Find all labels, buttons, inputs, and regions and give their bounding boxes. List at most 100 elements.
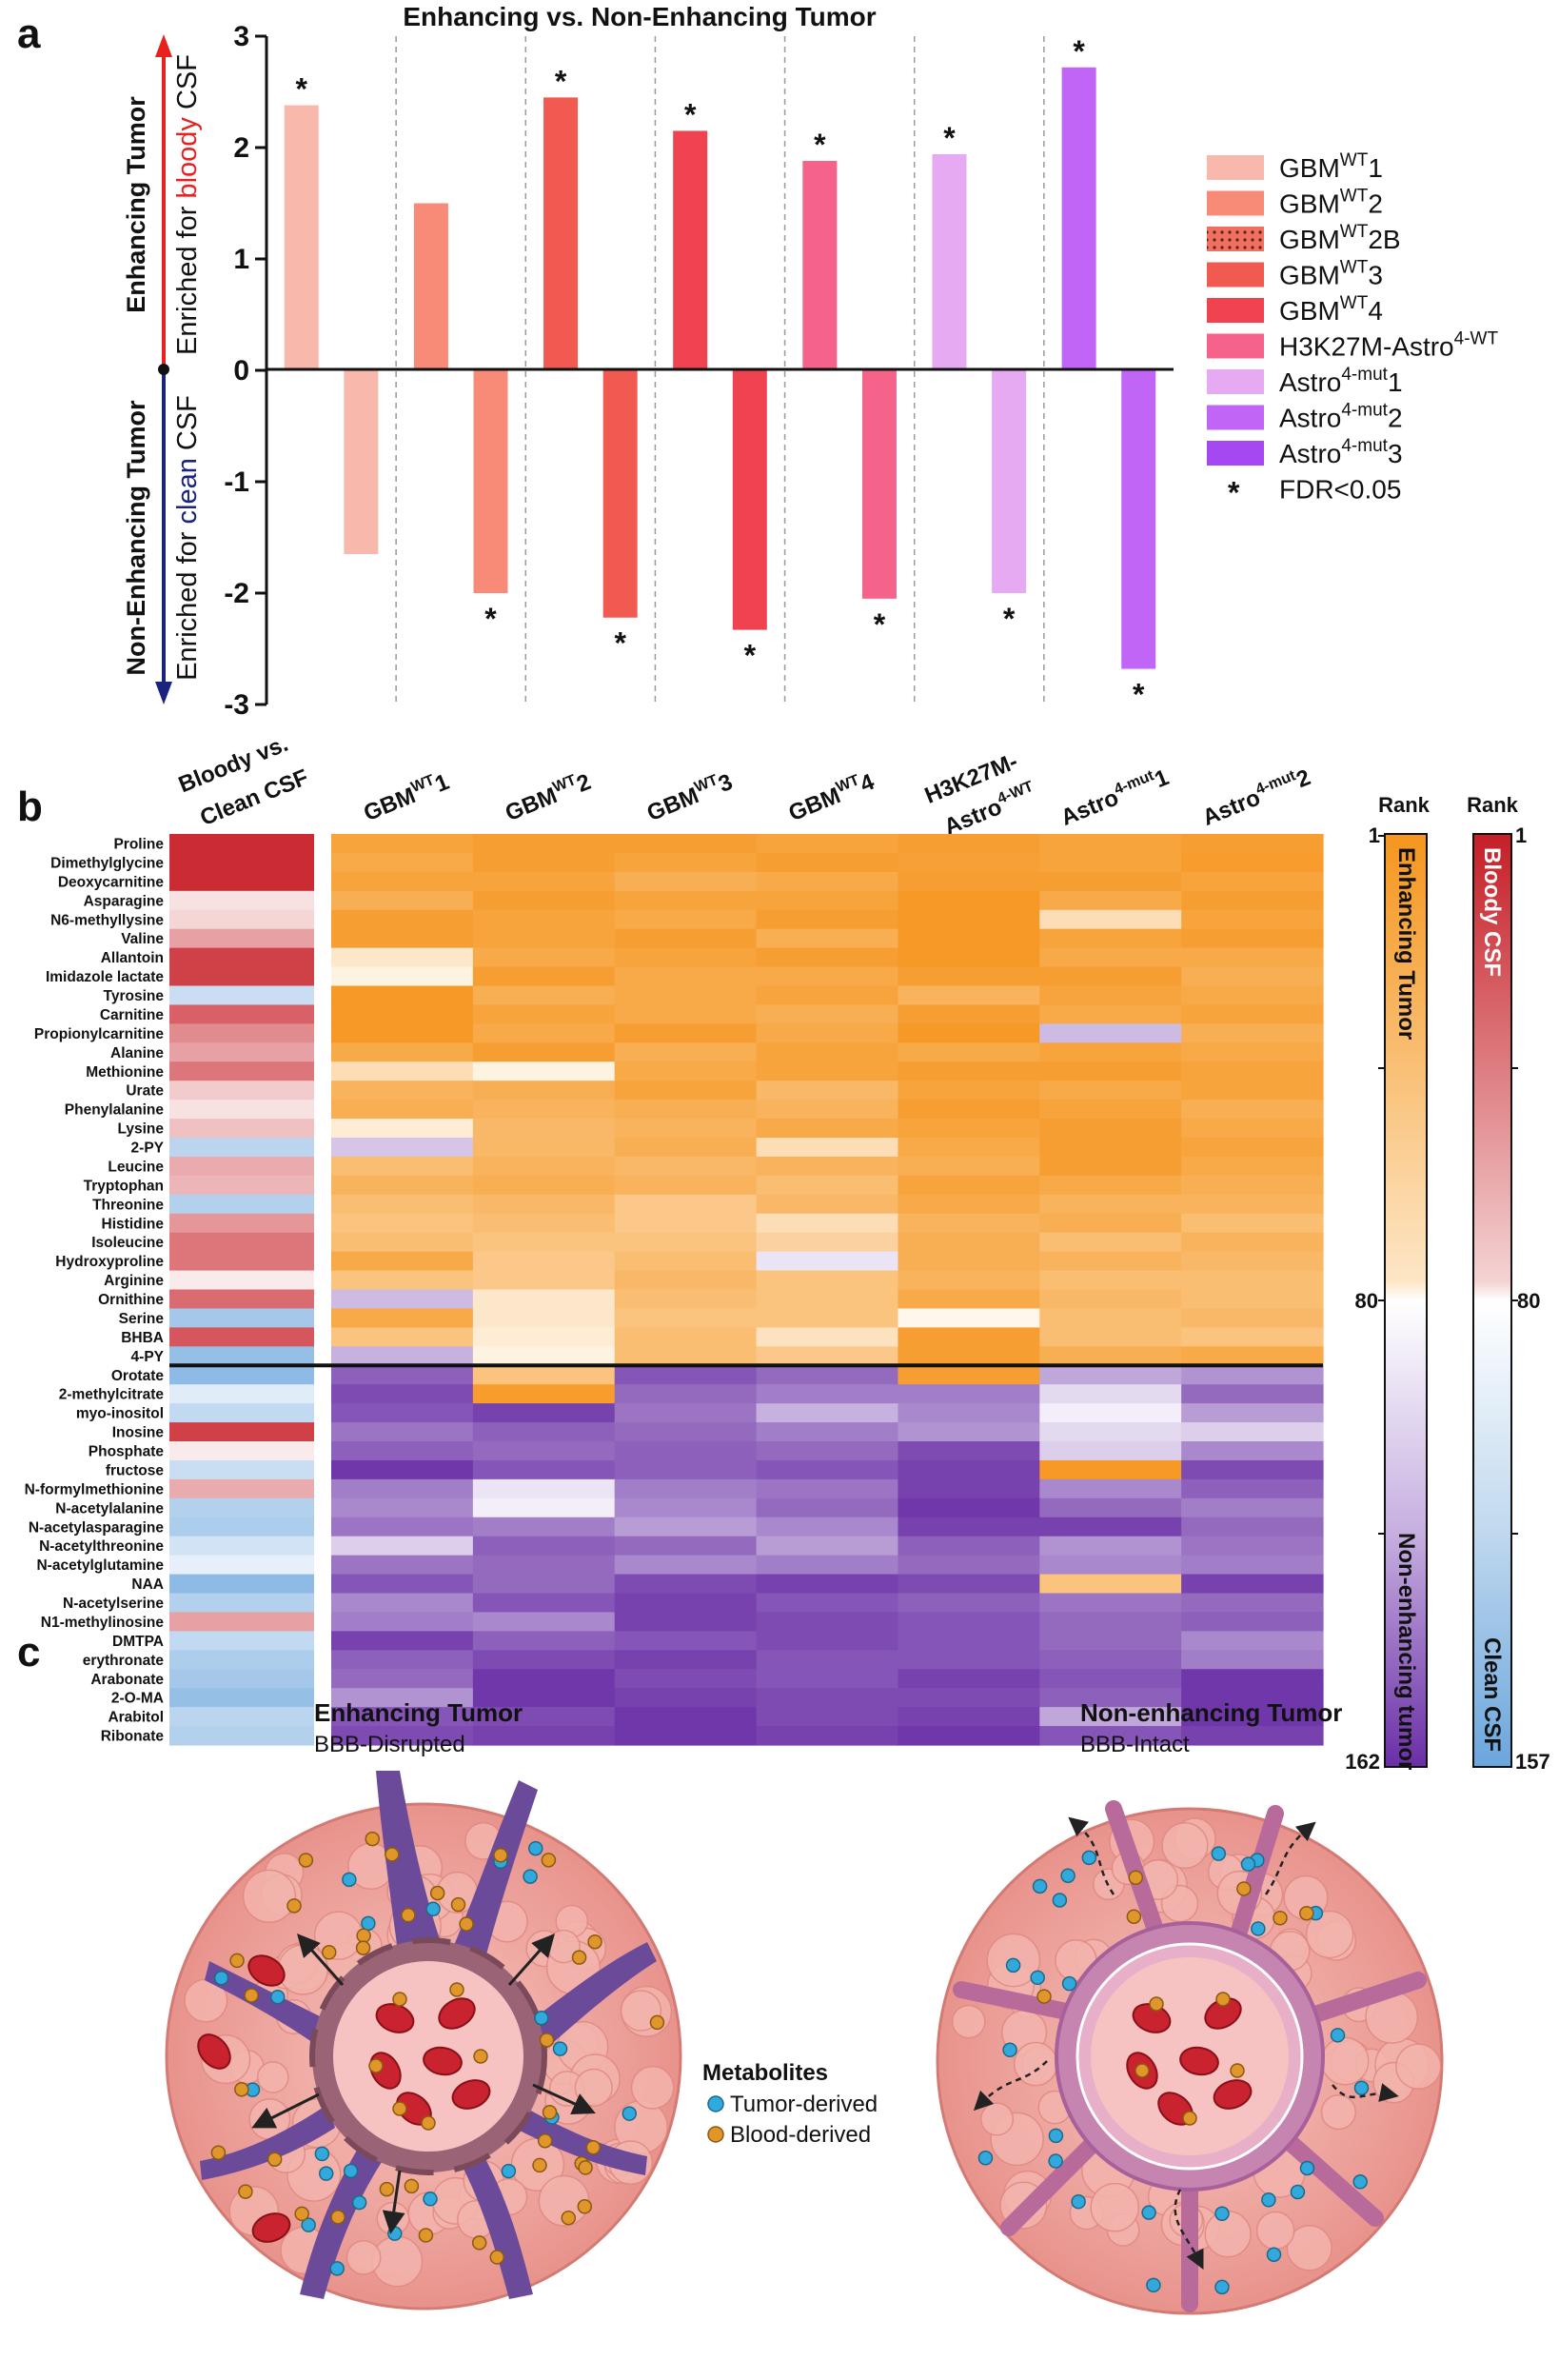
right-vessel-6 (1281, 2133, 1384, 2227)
red-blood-cell (438, 1997, 476, 2030)
csf-cell (169, 1422, 314, 1442)
heat-cell (1181, 1213, 1324, 1234)
row-label: Ribonate (101, 1729, 165, 1745)
column-header: Astro4-mut1 (1056, 763, 1173, 831)
tumor-derived-metabolite (1353, 2080, 1370, 2096)
tumor-cell (256, 2061, 289, 2093)
heatmap-row-labels: Proline Dimethylglycine Deoxycarnitine Aspa… (25, 837, 165, 1745)
blood-derived-metabolite (541, 1853, 557, 1868)
bar (473, 370, 508, 593)
red-blood-cell (423, 2046, 463, 2076)
heat-cell (472, 985, 616, 1006)
legend-label-base: GBM (1279, 153, 1340, 183)
scale-enh-label-bottom: Non-enhancing tumor (1393, 1533, 1419, 1770)
heat-cell (1181, 985, 1324, 1006)
heat-cell (1039, 1100, 1182, 1120)
blood-derived-metabolite (1135, 2063, 1150, 2078)
heat-cell (1039, 1042, 1182, 1062)
heat-cell (756, 852, 899, 873)
tumor-derived-metabolite (1005, 1957, 1021, 1973)
legend-swatch (1207, 298, 1264, 323)
heat-cell (1181, 1270, 1324, 1291)
tumor-derived-metabolite (1290, 2184, 1306, 2200)
tumor-derived-metabolite (977, 2151, 994, 2166)
legend-label: GBMWT1 (1279, 150, 1383, 183)
heat-cell (1181, 1327, 1324, 1347)
row-label: BHBA (121, 1330, 164, 1346)
left-arrow-4 (532, 2083, 596, 2114)
heat-cell (756, 1650, 899, 1670)
heat-cell (614, 871, 758, 892)
heat-cell (1181, 947, 1324, 968)
heat-cell (614, 1459, 758, 1480)
row-label: Valine (121, 931, 164, 947)
csf-cell (169, 890, 314, 911)
row-label: Histidine (102, 1216, 165, 1232)
row-label: Alanine (110, 1045, 164, 1061)
heat-cell (331, 1119, 474, 1139)
tumor-cell (979, 2102, 1015, 2136)
heat-cell (756, 1346, 899, 1366)
heat-cell (1039, 1650, 1182, 1670)
heat-cell (898, 1004, 1040, 1024)
heat-cell (614, 1194, 758, 1215)
bar-chart-title: Enhancing vs. Non-Enhancing Tumor (403, 2, 876, 31)
row-label: N-acetylthreonine (39, 1538, 164, 1555)
tumor-derived-metabolite (1048, 2128, 1064, 2144)
enhancing-tumor-illustration (165, 1771, 682, 2311)
heat-cell (756, 966, 899, 987)
legend-label-suffix: 4 (1368, 296, 1383, 326)
y-tick-label: 2 (233, 132, 249, 164)
legend-label-sup: WT (1340, 258, 1369, 278)
heat-cell (1181, 852, 1324, 873)
red-blood-cell (247, 1954, 286, 1987)
heatmap: Bloody vs. Clean CSF GBMWT1 GBMWT2 GBMWT3 G… (25, 731, 1550, 1774)
heat-cell (331, 1327, 474, 1347)
tumor-derived-metabolite (1214, 2206, 1230, 2222)
heat-cell (331, 852, 474, 873)
row-label: N-acetylasparagine (29, 1519, 165, 1536)
legend-swatch (1207, 333, 1264, 359)
significance-star: * (484, 602, 497, 636)
heat-cell (756, 1061, 899, 1081)
bar (602, 370, 638, 618)
right-vessel-5 (1000, 2133, 1103, 2236)
heat-cell (614, 1517, 758, 1537)
tumor-derived-metabolite (1002, 2042, 1017, 2058)
red-blood-cell (1179, 2046, 1219, 2076)
legend-label-sup: WT (1340, 293, 1369, 313)
heat-cell (1039, 1346, 1182, 1366)
heatmap-cells (331, 834, 1324, 1746)
blood-derived-metabolite (234, 2081, 249, 2097)
csf-cell (169, 852, 314, 873)
heat-cell (898, 1156, 1040, 1177)
illustration: Enhancing Tumor BBB-Disrupted Non-enhanc… (165, 1698, 1444, 2315)
significance-star: * (555, 64, 567, 98)
heat-cell (472, 1308, 616, 1328)
heat-cell (898, 1023, 1040, 1043)
heat-cell (331, 1138, 474, 1158)
heat-cell (331, 890, 474, 911)
heat-cell (898, 1175, 1040, 1196)
row-label: Propionylcarnitine (34, 1026, 164, 1042)
heat-cell (331, 1023, 474, 1043)
csf-cell (169, 1707, 314, 1727)
heat-cell (1039, 1232, 1182, 1253)
tumor-derived-metabolite (1060, 1868, 1076, 1883)
legend-swatch (1207, 369, 1264, 394)
y-axis (265, 36, 1174, 704)
legend-label-suffix: 2 (1388, 404, 1403, 433)
csf-cell (169, 1536, 314, 1557)
heat-cell (472, 1631, 616, 1651)
heat-cell (1039, 852, 1182, 873)
heat-cell (756, 1175, 899, 1196)
heat-cell (1181, 1497, 1324, 1518)
heat-cell (898, 890, 1040, 911)
legend-label-suffix: 3 (1388, 439, 1403, 468)
heat-cell (898, 1536, 1040, 1557)
scale-enh-bottom: 162 (1345, 1750, 1380, 1774)
heat-cell (756, 1365, 899, 1385)
row-label: Phenylalanine (65, 1102, 165, 1119)
scale-enh-title: Rank (1378, 793, 1431, 817)
tumor-derived-metabolite (342, 1872, 357, 1888)
